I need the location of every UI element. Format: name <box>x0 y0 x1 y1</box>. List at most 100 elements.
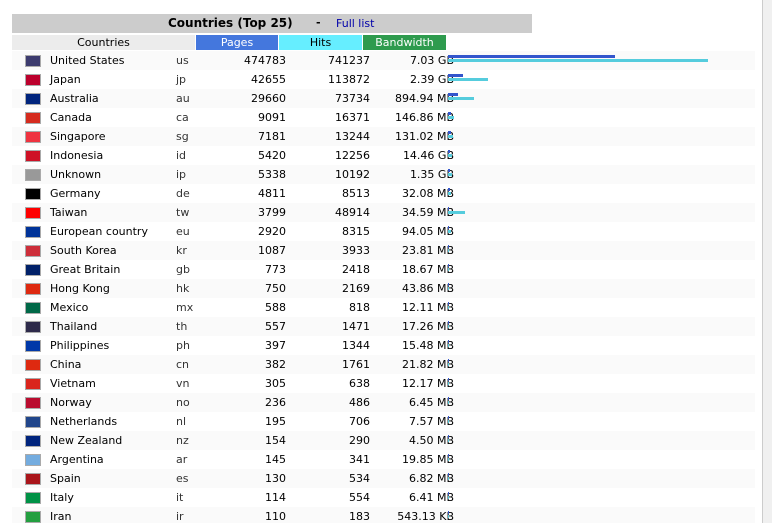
pages-bar <box>448 321 449 324</box>
pages-value: 474783 <box>244 54 286 67</box>
pages-bar <box>448 473 449 476</box>
pages-bar <box>448 207 450 210</box>
country-code: no <box>176 396 190 409</box>
country-code: ar <box>176 453 188 466</box>
country-code: nz <box>176 434 189 447</box>
flag-icon <box>25 55 41 67</box>
table-row: Taiwan tw 3799 48914 34.59 MB <box>12 203 755 223</box>
table-row: European country eu 2920 8315 94.05 MB <box>12 222 755 242</box>
full-list-link[interactable]: Full list <box>336 17 375 30</box>
table-row: Indonesia id 5420 12256 14.46 GB <box>12 146 755 166</box>
pages-value: 114 <box>265 491 286 504</box>
hits-bar <box>448 192 451 195</box>
title-bar <box>12 14 532 33</box>
bandwidth-value: 17.26 MB <box>401 320 454 333</box>
table-row: Thailand th 557 1471 17.26 MB <box>12 317 755 337</box>
pages-value: 773 <box>265 263 286 276</box>
country-code: tw <box>176 206 190 219</box>
country-name: Philippines <box>50 339 110 352</box>
bandwidth-value: 18.67 MB <box>401 263 454 276</box>
hits-bar <box>448 496 449 499</box>
hits-bar <box>448 59 708 62</box>
pages-value: 5420 <box>258 149 286 162</box>
bandwidth-value: 543.13 KB <box>397 510 454 523</box>
bandwidth-value: 7.57 MB <box>408 415 454 428</box>
country-code: es <box>176 472 189 485</box>
hits-value: 818 <box>349 301 370 314</box>
country-name: Taiwan <box>50 206 88 219</box>
hits-bar <box>448 515 449 518</box>
table-row: Mexico mx 588 818 12.11 MB <box>12 298 755 318</box>
pages-bar <box>448 397 449 400</box>
table-row: Argentina ar 145 341 19.85 MB <box>12 450 755 470</box>
flag-icon <box>25 435 41 447</box>
pages-bar <box>448 454 449 457</box>
pages-bar <box>448 188 450 191</box>
bandwidth-value: 146.86 MB <box>394 111 454 124</box>
flag-icon <box>25 207 41 219</box>
hits-bar <box>448 135 453 138</box>
country-name: Japan <box>50 73 81 86</box>
bandwidth-value: 6.82 MB <box>408 472 454 485</box>
hits-value: 2169 <box>342 282 370 295</box>
pages-value: 305 <box>265 377 286 390</box>
pages-bar <box>448 55 615 58</box>
country-name: Mexico <box>50 301 89 314</box>
pages-value: 397 <box>265 339 286 352</box>
country-name: Australia <box>50 92 99 105</box>
hits-bar <box>448 401 449 404</box>
bandwidth-value: 6.45 MB <box>408 396 454 409</box>
flag-icon <box>25 169 41 181</box>
pages-bar <box>448 283 449 286</box>
country-name: Germany <box>50 187 101 200</box>
pages-bar <box>448 378 449 381</box>
country-name: Indonesia <box>50 149 104 162</box>
country-code: ca <box>176 111 189 124</box>
country-name: New Zealand <box>50 434 123 447</box>
country-code: nl <box>176 415 187 428</box>
hits-bar <box>448 382 449 385</box>
pages-bar <box>448 74 463 77</box>
hits-value: 16371 <box>335 111 370 124</box>
country-name: Hong Kong <box>50 282 110 295</box>
table-row: Hong Kong hk 750 2169 43.86 MB <box>12 279 755 299</box>
hits-bar <box>448 230 451 233</box>
pages-bar <box>448 359 449 362</box>
scrollbar[interactable] <box>762 0 772 523</box>
country-code: id <box>176 149 187 162</box>
pages-bar <box>448 150 450 153</box>
table-row: Italy it 114 554 6.41 MB <box>12 488 755 508</box>
hits-value: 12256 <box>335 149 370 162</box>
table-row: United States us 474783 741237 7.03 GB <box>12 51 755 71</box>
flag-icon <box>25 93 41 105</box>
country-name: Unknown <box>50 168 102 181</box>
flag-icon <box>25 359 41 371</box>
country-code: ph <box>176 339 190 352</box>
hits-value: 8315 <box>342 225 370 238</box>
table-row: Germany de 4811 8513 32.08 MB <box>12 184 755 204</box>
country-name: Thailand <box>50 320 98 333</box>
table-row: Netherlands nl 195 706 7.57 MB <box>12 412 755 432</box>
flag-icon <box>25 226 41 238</box>
pages-bar <box>448 264 449 267</box>
country-name: European country <box>50 225 148 238</box>
hits-value: 706 <box>349 415 370 428</box>
hits-bar <box>448 477 449 480</box>
table-row: Iran ir 110 183 543.13 KB <box>12 507 755 523</box>
bandwidth-value: 7.03 GB <box>409 54 454 67</box>
flag-icon <box>25 283 41 295</box>
pages-bar <box>448 302 449 305</box>
bandwidth-value: 12.11 MB <box>401 301 454 314</box>
pages-bar <box>448 226 450 229</box>
pages-value: 1087 <box>258 244 286 257</box>
hits-bar <box>448 211 466 214</box>
flag-icon <box>25 321 41 333</box>
pages-value: 9091 <box>258 111 286 124</box>
pages-value: 110 <box>265 510 286 523</box>
flag-icon <box>25 302 41 314</box>
country-name: Italy <box>50 491 74 504</box>
hits-bar <box>448 154 453 157</box>
bandwidth-value: 894.94 MB <box>394 92 454 105</box>
country-code: kr <box>176 244 187 257</box>
bandwidth-value: 2.39 GB <box>409 73 454 86</box>
